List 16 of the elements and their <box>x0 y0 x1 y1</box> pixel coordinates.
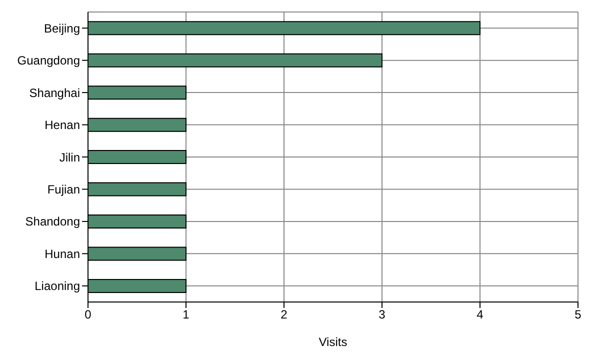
y-tick-label: Liaoning <box>34 279 80 294</box>
x-axis-title: Visits <box>318 335 348 349</box>
x-tick-label: 4 <box>476 308 484 322</box>
y-tick-label: Shanghai <box>29 86 80 100</box>
x-tick-label: 0 <box>84 308 92 322</box>
y-tick-label: Hunan <box>44 246 80 261</box>
y-tick-label: Jilin <box>59 150 80 164</box>
x-tick-label: 1 <box>182 308 190 322</box>
x-tick-label: 2 <box>280 308 288 322</box>
x-tick-label: 5 <box>574 308 582 322</box>
y-tick-label: Guangdong <box>17 54 80 68</box>
y-tick-label: Henan <box>44 118 80 132</box>
y-tick-label: Beijing <box>44 21 80 36</box>
y-tick-label: Shandong <box>25 214 80 229</box>
x-tick-label: 3 <box>378 308 386 322</box>
y-tick-label: Fujian <box>47 182 80 196</box>
